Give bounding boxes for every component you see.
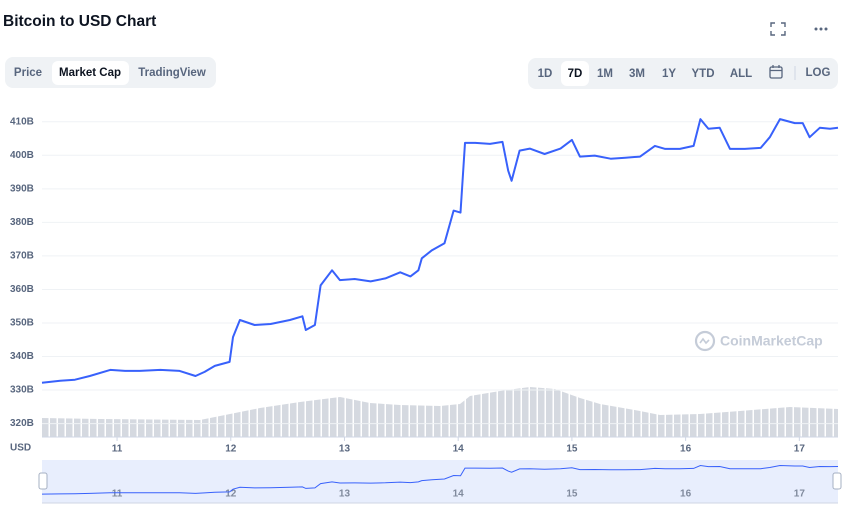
range-button[interactable]: ALL — [730, 68, 752, 80]
navigator-tick-label: 15 — [566, 489, 578, 500]
navigator-tick-label: 14 — [453, 489, 465, 500]
tab-button[interactable]: Market Cap — [59, 67, 121, 79]
range-button[interactable]: 1Y — [662, 68, 676, 80]
navigator — [42, 460, 838, 503]
navigator-tick-label: 13 — [339, 489, 351, 500]
range-group — [528, 58, 838, 89]
price-line — [41, 118, 839, 384]
chart-title: Bitcoin to USD Chart — [3, 13, 156, 30]
y-tick-label: 320B — [10, 418, 34, 429]
x-tick-label: 13 — [339, 444, 351, 455]
navigator-tick-label: 12 — [225, 489, 237, 500]
x-tick-label: 16 — [680, 444, 692, 455]
fullscreen-button[interactable] — [770, 22, 786, 36]
x-tick-label: 15 — [566, 444, 578, 455]
navigator-tick-label: 17 — [794, 489, 806, 500]
tab-button[interactable]: TradingView — [138, 67, 206, 79]
navigator-tick-label: 16 — [680, 489, 692, 500]
more-button[interactable] — [814, 27, 828, 31]
y-tick-label: 380B — [10, 217, 34, 228]
log-button[interactable]: LOG — [806, 67, 831, 79]
tab-active-bg — [52, 61, 129, 85]
y-tick-label: 410B — [10, 116, 34, 127]
volume-bars — [42, 387, 838, 437]
y-tick-label: 360B — [10, 284, 34, 295]
y-tick-label: 350B — [10, 318, 34, 329]
range-active-bg — [561, 61, 589, 86]
x-tick-label: 12 — [225, 444, 237, 455]
watermark-text: CoinMarketCap — [720, 333, 823, 349]
tab-button[interactable]: Price — [14, 67, 42, 79]
range-button[interactable]: 1M — [597, 68, 613, 80]
navigator-handle[interactable] — [38, 472, 48, 490]
y-tick-label: 390B — [10, 183, 34, 194]
range-button[interactable]: 3M — [629, 68, 645, 80]
watermark: CoinMarketCap — [694, 330, 823, 352]
x-tick-label: 14 — [453, 444, 465, 455]
navigator-handle[interactable] — [832, 472, 842, 490]
range-button[interactable]: 7D — [568, 68, 583, 80]
navigator-line — [41, 464, 839, 495]
range-button[interactable]: 1D — [538, 68, 553, 80]
unit-label: USD — [10, 443, 31, 454]
y-tick-label: 340B — [10, 351, 34, 362]
y-tick-label: 330B — [10, 385, 34, 396]
y-tick-label: 370B — [10, 251, 34, 262]
range-button[interactable]: YTD — [692, 68, 715, 80]
y-tick-label: 400B — [10, 150, 34, 161]
x-tick-label: 17 — [794, 444, 806, 455]
calendar-button[interactable] — [769, 65, 783, 79]
navigator-tick-label: 11 — [112, 489, 123, 500]
x-tick-label: 11 — [112, 444, 123, 455]
